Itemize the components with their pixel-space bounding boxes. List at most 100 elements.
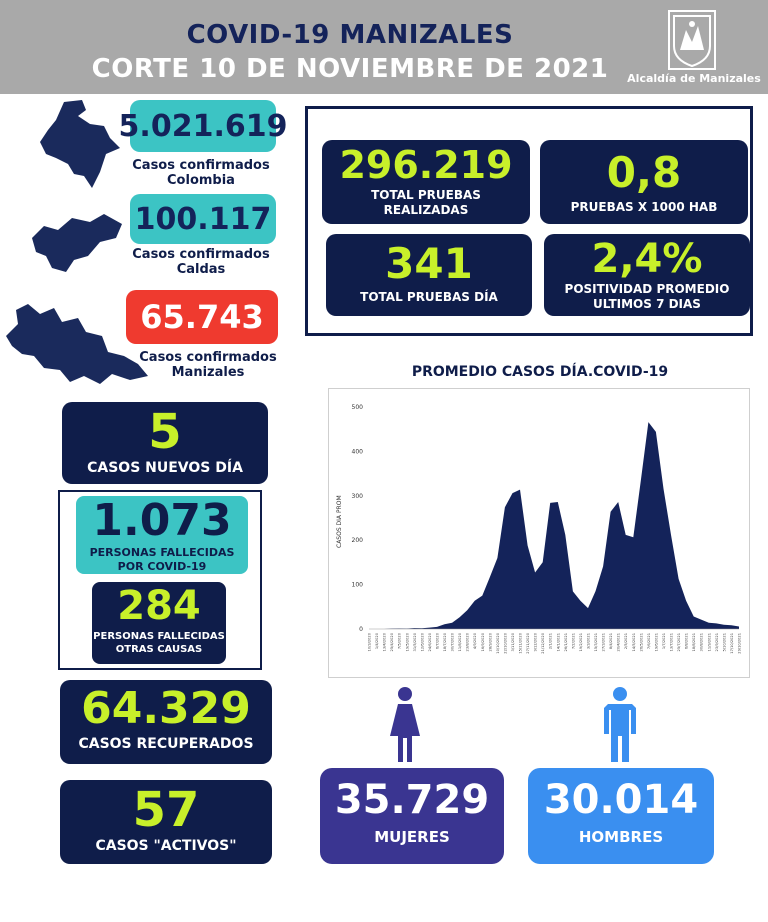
daily-tests-card: 341 TOTAL PRUEBAS DÍA	[326, 234, 532, 316]
x-tick-label: 13/7/2021	[670, 633, 674, 651]
y-tick-label: 200	[352, 537, 364, 544]
women-card: 35.729 MUJERES	[320, 768, 504, 864]
manizales-cases-label: Casos confirmados Manizales	[120, 350, 296, 380]
caldas-label-line1: Casos confirmados	[132, 247, 270, 262]
x-tick-label: 23/8/2020	[466, 632, 470, 651]
daily-tests-value: 341	[385, 239, 473, 288]
recovered-label: CASOS RECUPERADOS	[78, 736, 254, 752]
x-tick-label: 19/2/2021	[579, 633, 583, 651]
positivity-value: 2,4%	[591, 236, 703, 282]
y-tick-label: 0	[359, 626, 363, 633]
x-tick-label: 10/10/2020	[496, 632, 500, 653]
x-tick-label: 13/4/2020	[383, 632, 387, 651]
total-tests-value: 296.219	[339, 143, 513, 187]
x-tick-label: 16/9/2020	[481, 632, 485, 651]
cases-area-series	[369, 422, 739, 629]
x-tick-label: 12/6/2020	[420, 632, 424, 651]
deaths-frame	[58, 490, 262, 670]
logo-caption: Alcaldía de Manizales	[627, 72, 761, 85]
x-tick-label: 2/5/2021	[624, 633, 628, 649]
positivity-card: 2,4% POSITIVIDAD PROMEDIO ULTIMOS 7 DIAS	[544, 234, 750, 316]
active-label: CASOS "ACTIVOS"	[95, 838, 237, 854]
manizales-cases-value: 65.743	[126, 290, 278, 344]
x-tick-label: 25/7/2021	[677, 633, 681, 651]
caldas-cases-label: Casos confirmados Caldas	[116, 247, 286, 277]
x-tick-label: 2/1/2021	[549, 633, 553, 649]
x-tick-label: 15/11/2020	[519, 632, 523, 653]
alcaldia-logo	[668, 10, 716, 70]
man-icon	[604, 687, 636, 762]
x-tick-label: 30/8/2021	[700, 633, 704, 651]
woman-icon	[390, 687, 420, 762]
colombia-cases-value: 5.021.619	[119, 100, 287, 152]
other-deaths-label-line1: PERSONAS FALLECIDAS	[93, 631, 225, 642]
x-tick-label: 7/5/2020	[398, 632, 402, 649]
covid-deaths-label-line1: PERSONAS FALLECIDAS	[89, 546, 235, 559]
cases-area-chart: CASOS DIA PROM 0 100 200 300 400 500 10/3/202…	[336, 404, 742, 654]
active-card: 57 CASOS "ACTIVOS"	[60, 780, 272, 864]
x-tick-label: 3/11/2020	[511, 632, 515, 651]
x-tick-label: 3/3/2021	[586, 633, 590, 649]
x-tick-label: 8/4/2021	[609, 633, 613, 649]
women-value: 35.729	[334, 777, 490, 823]
colombia-cases-label: Casos confirmados Colombia	[118, 158, 284, 188]
covid-deaths-value: 1.073	[92, 495, 232, 546]
tests-per-1000-card: 0,8 PRUEBAS X 1000 HAB	[540, 140, 748, 224]
other-deaths-card: 284 PERSONAS FALLECIDAS OTRAS CAUSAS	[92, 582, 226, 664]
covid-deaths-card: 1.073 PERSONAS FALLECIDAS POR COVID-19	[76, 496, 248, 574]
covid-deaths-label-line2: POR COVID-19	[117, 560, 207, 573]
daily-tests-label: TOTAL PRUEBAS DÍA	[360, 290, 498, 304]
y-tick-label: 500	[352, 404, 364, 411]
tests-per-1000-label: PRUEBAS X 1000 HAB	[570, 200, 718, 214]
x-tick-label: 10/3/2020	[368, 632, 372, 651]
x-tick-label: 14/5/2021	[632, 633, 636, 651]
other-deaths-value: 284	[117, 583, 201, 629]
new-cases-card: 5 CASOS NUEVOS DÍA	[62, 402, 268, 484]
positivity-label-line2: ULTIMOS 7 DIAS	[593, 297, 701, 311]
x-tick-label: 18/8/2021	[692, 633, 696, 651]
manizales-label-line1: Casos confirmados	[139, 350, 277, 365]
manizales-map-icon	[6, 304, 148, 384]
y-axis-ticks: 0 100 200 300 400 500	[352, 404, 364, 633]
x-tick-label: 7/2/2021	[571, 633, 575, 649]
x-tick-label: 31/5/2020	[413, 632, 417, 651]
caldas-map-icon	[32, 214, 122, 272]
x-tick-label: 19/5/2020	[405, 632, 409, 651]
colombia-map-icon	[40, 100, 120, 188]
x-tick-label: 1/4/2020	[375, 632, 379, 649]
chart-frame: CASOS DIA PROM 0 100 200 300 400 500 10/3/202…	[328, 388, 750, 678]
page-title: COVID-19 MANIZALES	[186, 20, 514, 50]
x-tick-label: 26/5/2021	[639, 633, 643, 651]
y-tick-label: 300	[352, 493, 364, 500]
x-tick-label: 9/12/2020	[534, 632, 538, 651]
x-axis-ticks: 10/3/2020 1/4/2020 13/4/2020 25/4/2020 7/5/2…	[368, 632, 742, 653]
x-tick-label: 14/1/2021	[556, 633, 560, 651]
tests-per-1000-value: 0,8	[606, 148, 682, 197]
x-tick-label: 18/7/2020	[443, 632, 447, 651]
x-tick-label: 20/4/2021	[617, 633, 621, 651]
total-tests-card: 296.219 TOTAL PRUEBAS REALIZADAS	[322, 140, 530, 224]
x-tick-label: 27/11/2020	[526, 632, 530, 653]
new-cases-value: 5	[148, 404, 182, 460]
x-tick-label: 4/9/2020	[473, 632, 477, 649]
x-tick-label: 7/6/2021	[647, 633, 651, 649]
colombia-label-line1: Casos confirmados	[132, 158, 270, 173]
x-tick-label: 30/7/2020	[451, 632, 455, 651]
x-tick-label: 11/9/2021	[707, 633, 711, 651]
y-tick-label: 100	[352, 582, 364, 589]
x-tick-label: 21/12/2020	[541, 632, 545, 653]
x-tick-label: 23/9/2021	[715, 633, 719, 651]
x-tick-label: 24/6/2020	[428, 632, 432, 651]
caldas-cases-value: 100.117	[130, 194, 276, 244]
new-cases-label: CASOS NUEVOS DÍA	[87, 460, 243, 476]
x-tick-label: 26/1/2021	[564, 633, 568, 651]
positivity-label-line1: POSITIVIDAD PROMEDIO	[564, 282, 730, 296]
shield-icon	[673, 15, 711, 68]
colombia-label-line2: Colombia	[167, 173, 235, 188]
x-tick-label: 28/9/2020	[488, 632, 492, 651]
manizales-label-line2: Manizales	[171, 365, 245, 380]
active-value: 57	[132, 782, 200, 838]
men-label: HOMBRES	[578, 828, 664, 846]
recovered-card: 64.329 CASOS RECUPERADOS	[60, 680, 272, 764]
x-tick-label: 29/10/2021	[738, 633, 742, 654]
